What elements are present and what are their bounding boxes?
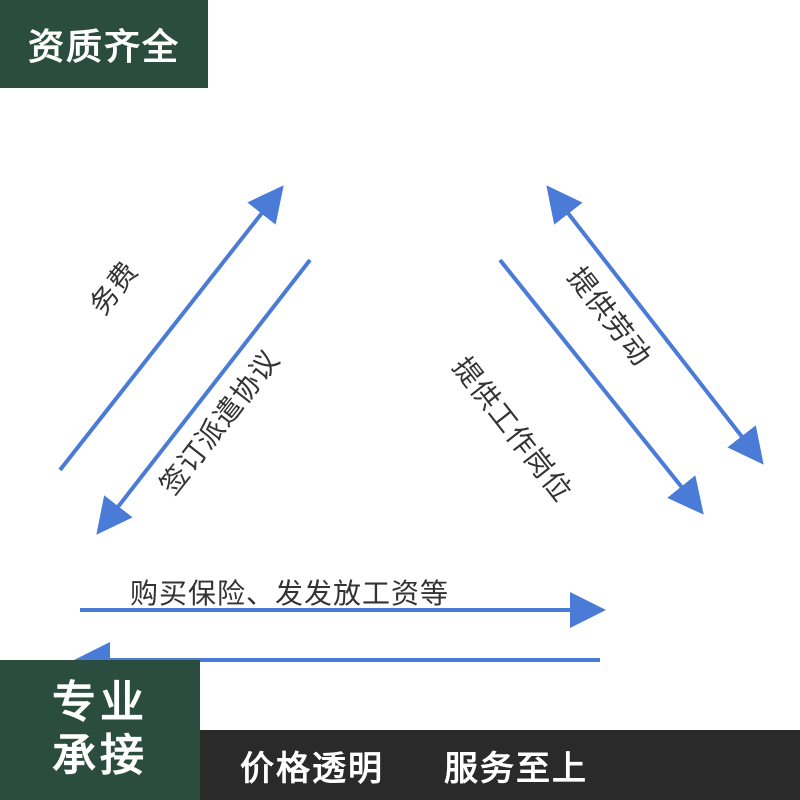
arrow-tl-inner-down	[100, 260, 310, 530]
arrow-tr-outer-both	[550, 190, 760, 460]
edge-label-bottom_upper: 购买保险、发发放工资等	[130, 572, 449, 612]
node-employer-line1: 用工	[370, 133, 450, 183]
footer-item-service: 服务至上	[444, 741, 588, 790]
badge-professional: 专业 承接	[0, 660, 200, 800]
badge-professional-line2: 承接	[52, 730, 148, 783]
node-employer-line2: 单位	[370, 183, 450, 233]
badge-professional-line1: 专业	[52, 677, 148, 730]
footer-strip: 价格透明 服务至上	[200, 730, 800, 800]
node-worker-line1: 派遣	[671, 558, 739, 601]
diagram-stage: 资质齐全 用工 单位 派遣 劳工 务费签订派遣	[0, 0, 800, 800]
node-worker-line2: 劳工	[671, 600, 739, 643]
node-employer: 用工 单位	[280, 60, 540, 305]
arrow-tl-outer-up	[60, 190, 280, 470]
node-worker: 派遣 劳工	[600, 500, 800, 700]
footer-item-price: 价格透明	[240, 741, 384, 790]
